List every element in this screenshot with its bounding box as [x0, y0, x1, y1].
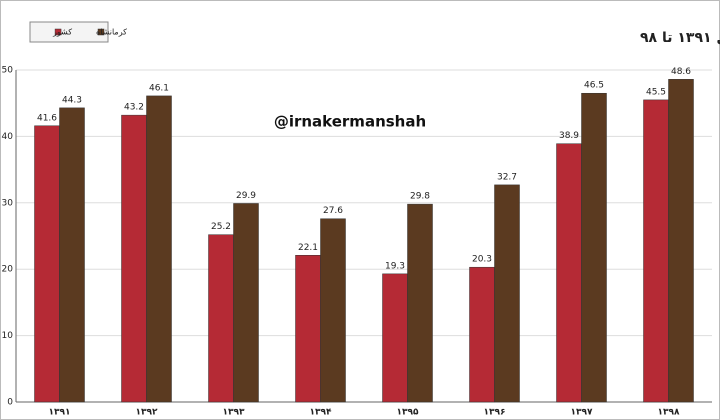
data-label: 22.1	[298, 243, 318, 253]
x-tick-label: ۱۳۹۳	[223, 408, 245, 418]
bar	[494, 184, 520, 403]
bar	[208, 234, 234, 403]
data-label: 29.9	[236, 191, 256, 201]
bar	[121, 114, 147, 403]
bar	[295, 255, 321, 403]
data-label: 46.1	[149, 83, 169, 93]
watermark: @irnakermanshah	[274, 113, 426, 131]
data-label: 46.5	[584, 81, 604, 91]
y-tick-label: 40	[2, 132, 14, 142]
bar	[668, 79, 694, 403]
legend-swatch	[97, 28, 105, 36]
data-label: 45.5	[646, 87, 666, 97]
bar	[407, 203, 433, 403]
y-tick-label: 10	[2, 331, 14, 341]
bar	[320, 218, 346, 403]
data-label: 48.6	[671, 67, 691, 77]
data-label: 29.8	[410, 192, 430, 202]
data-label: 19.3	[385, 261, 405, 271]
data-label: 44.3	[62, 95, 82, 105]
chart-title: مقایسه نرخ فلاکت استان کرمانشاه با میانگ…	[640, 29, 720, 46]
data-label: 25.2	[211, 222, 231, 232]
y-tick-label: 0	[7, 398, 13, 408]
legend-box	[29, 21, 109, 43]
x-tick-label: ۱۳۹۸	[658, 408, 680, 418]
bar	[643, 99, 669, 403]
y-tick-label: 20	[2, 265, 14, 275]
data-label: 32.7	[497, 172, 517, 182]
x-tick-label: ۱۳۹۲	[136, 408, 158, 418]
y-tick-label: 30	[2, 198, 14, 208]
bar	[469, 266, 495, 403]
data-label: 20.3	[472, 255, 492, 265]
x-tick-label: ۱۳۹۱	[49, 408, 71, 418]
bar	[34, 125, 60, 403]
bar	[233, 203, 259, 403]
bar	[59, 107, 85, 403]
x-tick-label: ۱۳۹۴	[310, 408, 332, 418]
x-tick-label: ۱۳۹۵	[397, 408, 419, 418]
bar	[556, 143, 582, 403]
legend-label: کشور	[52, 28, 72, 37]
y-tick-label: 50	[2, 66, 14, 76]
bar	[382, 273, 408, 403]
data-label: 38.9	[559, 131, 579, 141]
data-label: 41.6	[37, 113, 57, 123]
legend-swatch	[54, 28, 62, 36]
legend-label: کرمانشاه	[96, 28, 127, 37]
data-label: 27.6	[323, 206, 343, 216]
bar	[581, 92, 607, 403]
x-tick-label: ۱۳۹۷	[571, 408, 593, 418]
bar	[146, 95, 172, 403]
x-tick-label: ۱۳۹۶	[484, 408, 506, 418]
data-label: 43.2	[124, 103, 144, 113]
